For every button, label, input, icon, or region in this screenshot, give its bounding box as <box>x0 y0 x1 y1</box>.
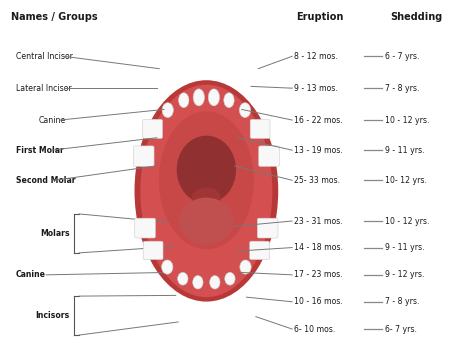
Text: 9 - 12 yrs.: 9 - 12 yrs. <box>385 270 425 279</box>
Ellipse shape <box>162 260 173 274</box>
Text: 9 - 13 mos.: 9 - 13 mos. <box>294 84 338 93</box>
Ellipse shape <box>208 89 219 106</box>
FancyBboxPatch shape <box>250 241 270 260</box>
Ellipse shape <box>140 85 273 297</box>
FancyBboxPatch shape <box>143 241 163 260</box>
Text: Shedding: Shedding <box>390 12 442 22</box>
Ellipse shape <box>193 276 203 289</box>
Text: 25- 33 mos.: 25- 33 mos. <box>294 176 341 185</box>
Ellipse shape <box>210 276 220 289</box>
Text: 7 - 8 yrs.: 7 - 8 yrs. <box>385 84 420 93</box>
Text: 14 - 18 mos.: 14 - 18 mos. <box>294 243 344 252</box>
Text: 23 - 31 mos.: 23 - 31 mos. <box>294 216 343 226</box>
Ellipse shape <box>225 272 235 285</box>
Text: 7 - 8 yrs.: 7 - 8 yrs. <box>385 297 420 306</box>
Ellipse shape <box>179 198 234 245</box>
Ellipse shape <box>177 136 236 203</box>
Text: Lateral Incisor: Lateral Incisor <box>16 84 71 93</box>
Text: Second Molar: Second Molar <box>16 176 75 185</box>
Text: 9 - 11 yrs.: 9 - 11 yrs. <box>385 243 425 252</box>
Text: Canine: Canine <box>16 270 46 279</box>
Ellipse shape <box>193 89 204 106</box>
Text: Central Incisor: Central Incisor <box>16 52 73 61</box>
Text: 10- 12 yrs.: 10- 12 yrs. <box>385 176 428 185</box>
Text: Canine: Canine <box>39 116 66 125</box>
Text: 10 - 12 yrs.: 10 - 12 yrs. <box>385 216 430 226</box>
Ellipse shape <box>178 272 188 285</box>
Text: First Molar: First Molar <box>16 146 64 155</box>
FancyBboxPatch shape <box>257 218 278 238</box>
Ellipse shape <box>192 187 221 208</box>
Text: 17 - 23 mos.: 17 - 23 mos. <box>294 270 343 279</box>
Text: 13 - 19 mos.: 13 - 19 mos. <box>294 146 343 155</box>
FancyBboxPatch shape <box>250 119 270 139</box>
Text: Names / Groups: Names / Groups <box>11 12 98 22</box>
Text: 10 - 16 mos.: 10 - 16 mos. <box>294 297 343 306</box>
FancyBboxPatch shape <box>143 119 163 139</box>
Ellipse shape <box>162 103 173 117</box>
Ellipse shape <box>179 93 189 108</box>
FancyBboxPatch shape <box>133 146 154 166</box>
FancyBboxPatch shape <box>259 146 279 166</box>
Ellipse shape <box>159 111 254 249</box>
Text: Eruption: Eruption <box>296 12 343 22</box>
Text: 9 - 11 yrs.: 9 - 11 yrs. <box>385 146 425 155</box>
FancyBboxPatch shape <box>135 218 155 238</box>
Text: Molars: Molars <box>40 229 70 238</box>
Ellipse shape <box>240 260 251 274</box>
Ellipse shape <box>224 93 234 108</box>
Text: 6- 10 mos.: 6- 10 mos. <box>294 325 336 333</box>
Ellipse shape <box>135 80 278 302</box>
Text: 6 - 7 yrs.: 6 - 7 yrs. <box>385 52 420 61</box>
Text: 16 - 22 mos.: 16 - 22 mos. <box>294 116 343 125</box>
Text: Incisors: Incisors <box>36 311 70 320</box>
Text: 8 - 12 mos.: 8 - 12 mos. <box>294 52 338 61</box>
Text: 10 - 12 yrs.: 10 - 12 yrs. <box>385 116 430 125</box>
Text: 6- 7 yrs.: 6- 7 yrs. <box>385 325 418 333</box>
Ellipse shape <box>239 103 251 117</box>
